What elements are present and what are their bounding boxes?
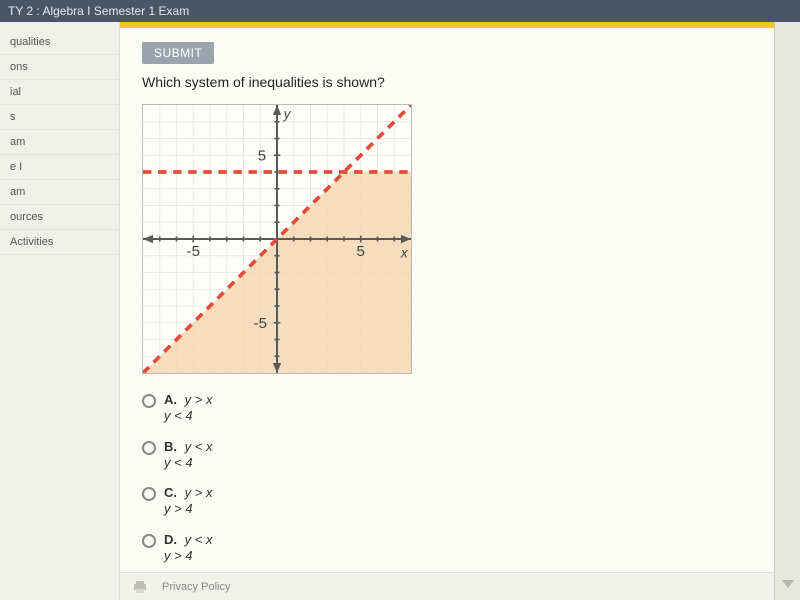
choice-d[interactable]: D. y < x y > 4 <box>142 532 752 565</box>
content-area: SUBMIT Which system of inequalities is s… <box>120 22 774 600</box>
choice-letter: A. <box>164 392 177 407</box>
sidebar-item[interactable]: s <box>0 105 119 130</box>
svg-text:-5: -5 <box>254 315 267 332</box>
sidebar-item[interactable]: ial <box>0 80 119 105</box>
sidebar: qualities ons ial s am e I am ources Act… <box>0 22 120 600</box>
submit-button[interactable]: SUBMIT <box>142 42 214 64</box>
radio-icon[interactable] <box>142 441 156 455</box>
svg-text:5: 5 <box>357 243 365 260</box>
choice-c[interactable]: C. y > x y > 4 <box>142 485 752 518</box>
svg-text:y: y <box>283 106 292 121</box>
footer-bar: Privacy Policy <box>120 572 774 600</box>
window-title-bar: TY 2 : Algebra I Semester 1 Exam <box>0 0 800 22</box>
choice-a[interactable]: A. y > x y < 4 <box>142 392 752 425</box>
svg-text:x: x <box>400 245 409 260</box>
choice-letter: C. <box>164 485 177 500</box>
sidebar-item[interactable]: ources <box>0 205 119 230</box>
sidebar-item[interactable]: am <box>0 130 119 155</box>
sidebar-heading: qualities <box>0 30 119 55</box>
choice-b[interactable]: B. y < x y < 4 <box>142 439 752 472</box>
print-icon[interactable] <box>132 580 148 594</box>
choice-letter: D. <box>164 532 177 547</box>
radio-icon[interactable] <box>142 394 156 408</box>
choice-letter: B. <box>164 439 177 454</box>
sidebar-item[interactable]: Activities <box>0 230 119 255</box>
sidebar-item[interactable]: e I <box>0 155 119 180</box>
window-title: TY 2 : Algebra I Semester 1 Exam <box>8 4 189 18</box>
svg-text:5: 5 <box>258 147 266 164</box>
answer-choices: A. y > x y < 4 B. y < x y < 4 <box>142 392 752 564</box>
svg-text:-5: -5 <box>187 243 200 260</box>
chevron-down-icon[interactable] <box>782 580 794 588</box>
question-text: Which system of inequalities is shown? <box>142 74 752 90</box>
main-content: qualities ons ial s am e I am ources Act… <box>0 22 800 600</box>
content-inner: SUBMIT Which system of inequalities is s… <box>120 28 774 600</box>
sidebar-item[interactable]: am <box>0 180 119 205</box>
scroll-track[interactable] <box>774 22 800 600</box>
privacy-link[interactable]: Privacy Policy <box>162 581 230 593</box>
inequality-graph: 5 -5 5 -5 x y <box>142 104 412 374</box>
sidebar-item[interactable]: ons <box>0 55 119 80</box>
radio-icon[interactable] <box>142 487 156 501</box>
radio-icon[interactable] <box>142 534 156 548</box>
